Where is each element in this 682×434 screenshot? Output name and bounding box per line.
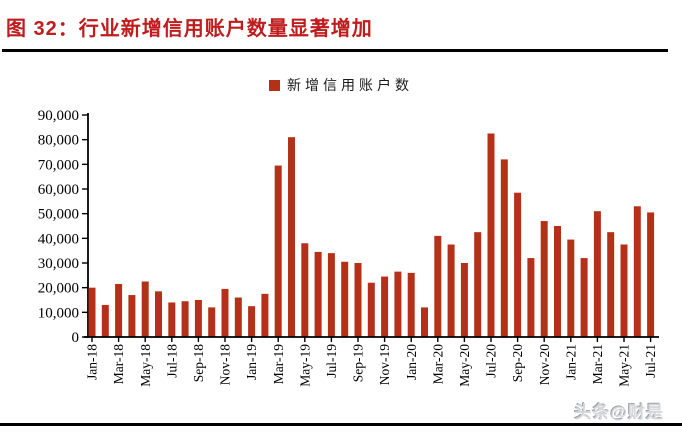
bar: [301, 243, 309, 337]
y-tick-label: 30,000: [38, 256, 79, 272]
x-tick-label: May-18: [138, 344, 153, 387]
bar: [540, 221, 548, 337]
bar: [421, 307, 428, 337]
bar: [593, 211, 601, 337]
bar: [88, 287, 96, 337]
legend-marker-square: [269, 79, 280, 91]
y-tick-label: 80,000: [38, 133, 79, 149]
x-tick-label: Nov-20: [537, 344, 552, 385]
y-tick-label: 70,000: [38, 157, 79, 173]
bar: [381, 276, 389, 337]
x-tick-label: Jul-19: [324, 344, 339, 378]
bar: [141, 281, 149, 337]
bar: [354, 263, 362, 337]
bar: [248, 306, 256, 337]
x-tick-label: Jan-19: [244, 344, 259, 380]
x-tick-label: Sep-20: [510, 344, 525, 382]
x-tick-label: Nov-19: [377, 344, 392, 385]
x-tick-label: Jan-20: [404, 344, 419, 380]
bar: [327, 253, 335, 337]
bar: [274, 165, 282, 337]
bar: [434, 235, 442, 337]
y-tick-label: 20,000: [38, 281, 79, 297]
x-tick-label: May-21: [617, 344, 632, 387]
x-tick-label: Jan-18: [85, 344, 100, 380]
y-tick-label: 60,000: [38, 182, 79, 198]
x-tick-label: Jul-20: [484, 344, 499, 378]
footer-divider: [0, 423, 682, 426]
bar: [155, 291, 162, 337]
bar: [633, 206, 641, 337]
x-tick-label: May-20: [457, 344, 472, 387]
x-tick-label: Jul-18: [164, 344, 179, 378]
bar: [234, 297, 242, 337]
bar: [580, 258, 588, 337]
bar: [128, 295, 136, 337]
header-divider: [2, 49, 668, 52]
bar: [314, 251, 322, 337]
bar: [554, 226, 561, 337]
x-tick-label: Mar-19: [271, 344, 286, 384]
figure-title: 图 32：行业新增信用账户数量显著增加: [6, 18, 373, 40]
x-tick-label: Nov-18: [218, 344, 233, 385]
bar: [288, 137, 295, 337]
bar: [194, 300, 202, 337]
bar: [647, 212, 655, 337]
y-tick-label: 90,000: [38, 108, 79, 124]
bar: [367, 282, 375, 337]
bar: [168, 302, 176, 337]
bar: [407, 272, 415, 337]
y-tick-label: 0: [72, 330, 80, 346]
bar: [208, 307, 216, 337]
bar: [394, 271, 402, 337]
x-tick-label: May-19: [297, 344, 312, 387]
x-tick-label: Sep-18: [191, 344, 206, 382]
bar: [181, 301, 189, 337]
x-tick-label: Mar-20: [430, 344, 445, 384]
y-tick-label: 10,000: [38, 305, 79, 321]
bar: [620, 244, 628, 337]
y-tick-label: 40,000: [38, 231, 79, 247]
bar: [115, 283, 123, 337]
y-tick-label: 50,000: [38, 207, 79, 223]
x-tick-label: Sep-19: [351, 344, 366, 382]
bar: [261, 293, 269, 337]
bar: [447, 244, 455, 337]
x-tick-label: Mar-18: [111, 344, 126, 384]
x-tick-label: Jan-21: [563, 344, 578, 380]
bar: [101, 304, 109, 337]
x-tick-label: Mar-21: [590, 344, 605, 384]
bar: [460, 263, 468, 337]
bar: [514, 192, 522, 337]
bar: [567, 239, 575, 337]
x-tick-label: Jul-21: [643, 344, 658, 378]
bar: [527, 258, 535, 337]
watermark: 头条@财是: [574, 403, 664, 422]
bar: [607, 232, 615, 337]
bar: [221, 288, 229, 337]
chart-legend: 新增信用账户数: [269, 75, 413, 95]
bar: [474, 232, 482, 337]
legend-label: 新增信用账户数: [287, 79, 413, 94]
bar: [500, 159, 508, 337]
bar: [487, 133, 495, 337]
bar: [341, 261, 349, 337]
